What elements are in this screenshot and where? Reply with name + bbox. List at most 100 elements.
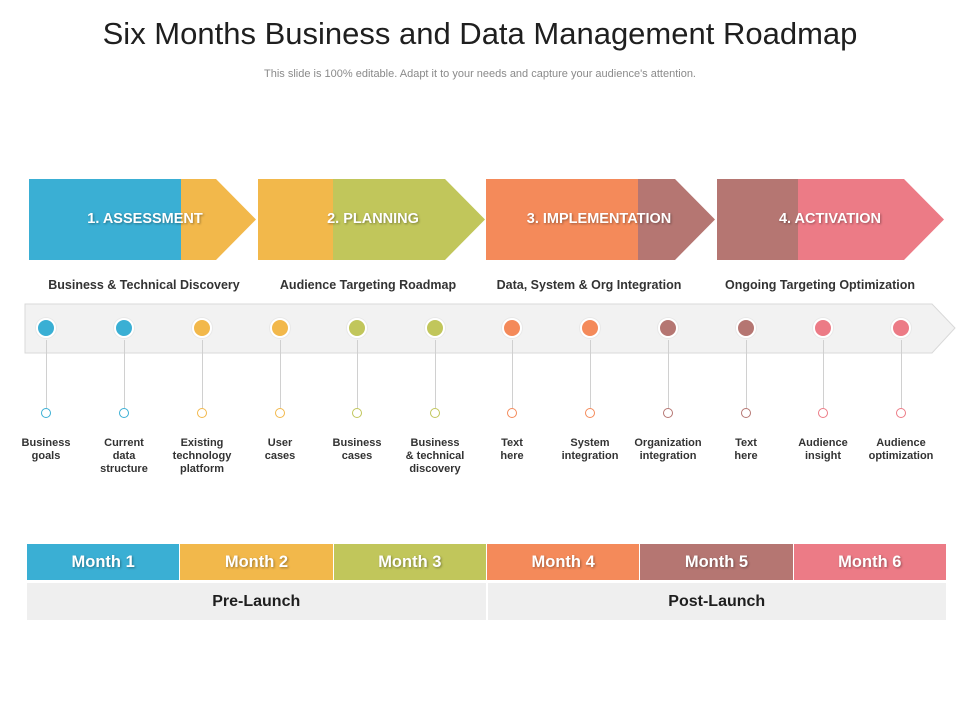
milestone-marker (585, 408, 595, 418)
milestone-marker (197, 408, 207, 418)
milestone-label-line: cases (264, 450, 296, 462)
milestone-label-line: Audience (876, 437, 926, 449)
milestone-connector (901, 340, 902, 408)
phase-label: 3. IMPLEMENTATION (526, 211, 672, 227)
month-cell-2: Month 2 (180, 544, 334, 580)
milestone-label-line: cases (341, 450, 373, 462)
milestone-label: Current data structure (82, 437, 166, 476)
milestone-dot (736, 318, 756, 338)
milestone-connector (590, 340, 591, 408)
phase-segment-a (717, 179, 798, 260)
milestone-marker (430, 408, 440, 418)
milestone-label: User cases (238, 437, 322, 463)
milestone-connector (124, 340, 125, 408)
phase-arrow-1: 1. ASSESSMENT (29, 179, 256, 260)
milestone-label-line: Text (501, 437, 523, 449)
milestone-label: Audience insight (781, 437, 865, 463)
page-title: Six Months Business and Data Management … (102, 16, 858, 51)
phase-arrow-4: 4. ACTIVATION (717, 179, 944, 260)
milestone-label-line: User (267, 437, 293, 449)
milestone-connector (202, 340, 203, 408)
milestone-label-line: Organization (634, 437, 702, 449)
milestone-connector (823, 340, 824, 408)
milestone-label-line: discovery (409, 463, 461, 475)
milestone-dot (425, 318, 445, 338)
milestone-connector (668, 340, 669, 408)
phase-segment-b (181, 179, 256, 260)
phase-description-1: Business & Technical Discovery (48, 278, 240, 292)
month-cell-1: Month 1 (27, 544, 181, 580)
milestone-label: System integration (548, 437, 632, 463)
milestone-label-line: structure (100, 463, 148, 475)
milestone-marker (275, 408, 285, 418)
milestone-dot (891, 318, 911, 338)
phase-segment-b (333, 179, 485, 260)
milestone-label-line: optimization (868, 450, 934, 462)
phase-segment-a (258, 179, 333, 260)
milestone-label-line: Existing (180, 437, 224, 449)
milestone-dot (347, 318, 367, 338)
milestone-label: Business & technical discovery (393, 437, 477, 476)
milestone-label-line: integration (561, 450, 619, 462)
milestone-label-line: Text (735, 437, 757, 449)
milestone-connector (280, 340, 281, 408)
phase-arrow-3: 3. IMPLEMENTATION (486, 179, 715, 260)
month-cell-4: Month 4 (486, 544, 641, 580)
milestone-connector (435, 340, 436, 408)
milestone-connector (512, 340, 513, 408)
milestone-label-line: Business (332, 437, 382, 449)
milestone-dot (502, 318, 522, 338)
milestone-label-line: here (500, 450, 524, 462)
milestone-label-line: integration (639, 450, 697, 462)
timeline-track (24, 303, 956, 354)
month-cell-5: Month 5 (640, 544, 794, 580)
phase-label: 4. ACTIVATION (778, 211, 882, 227)
month-cell-3: Month 3 (333, 544, 487, 580)
milestone-label-line: goals (31, 450, 61, 462)
milestone-connector (46, 340, 47, 408)
milestone-label-line: technology (172, 450, 232, 462)
milestone-dot (192, 318, 212, 338)
milestone-label-line: Business (21, 437, 71, 449)
phase-segment-b (798, 179, 944, 260)
milestone-label-line: Business (410, 437, 460, 449)
milestone-label: Existing technology platform (160, 437, 244, 476)
page-subtitle: This slide is 100% editable. Adapt it to… (264, 68, 696, 80)
milestone-label: Business goals (4, 437, 88, 463)
phase-segment-a (486, 179, 638, 260)
milestone-marker (507, 408, 517, 418)
milestone-marker (41, 408, 51, 418)
milestone-connector (746, 340, 747, 408)
milestone-connector (357, 340, 358, 408)
milestone-label: Organization integration (626, 437, 710, 463)
phase-segment-b (638, 179, 715, 260)
milestone-label-line: platform (180, 463, 224, 475)
milestone-dot (270, 318, 290, 338)
milestone-dot (813, 318, 833, 338)
milestone-label-line: data (112, 450, 136, 462)
pre-launch-cell: Pre-Launch (27, 583, 488, 620)
months-row: Month 1 Month 2 Month 3 Month 4 Month 5 Month… (27, 544, 946, 580)
milestone-label-line: here (734, 450, 758, 462)
phase-label: 1. ASSESSMENT (87, 211, 203, 227)
milestone-label-line: Current (104, 437, 144, 449)
launch-row: Pre-Launch Post-Launch (27, 583, 946, 620)
milestone-label: Text here (704, 437, 788, 463)
milestone-marker (663, 408, 673, 418)
milestone-label-line: System (570, 437, 610, 449)
milestone-dot (114, 318, 134, 338)
milestone-marker (818, 408, 828, 418)
phase-arrow-2: 2. PLANNING (258, 179, 485, 260)
phase-segment-a (29, 179, 181, 260)
milestone-label-line: Audience (798, 437, 848, 449)
milestone-label-line: & technical (405, 450, 465, 462)
milestone-label: Text here (470, 437, 554, 463)
milestone-label: Audience optimization (859, 437, 943, 463)
milestone-dot (36, 318, 56, 338)
milestone-marker (119, 408, 129, 418)
post-launch-cell: Post-Launch (487, 583, 946, 620)
milestone-marker (352, 408, 362, 418)
milestone-dot (658, 318, 678, 338)
milestone-label-line: insight (804, 450, 842, 462)
month-cell-6: Month 6 (793, 544, 946, 580)
